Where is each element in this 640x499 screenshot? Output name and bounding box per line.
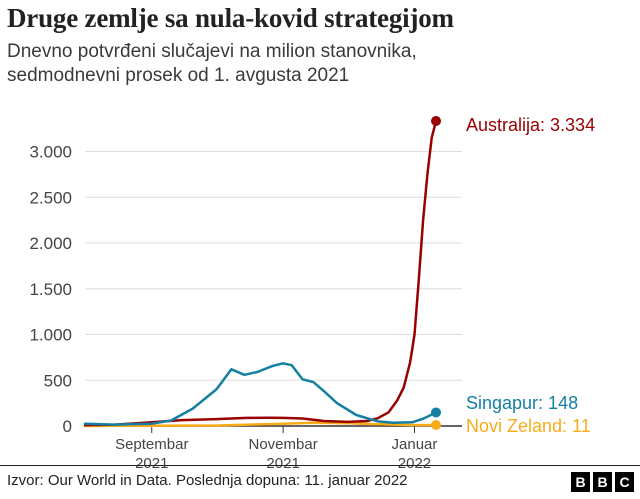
y-tick-label: 2.000	[29, 234, 72, 253]
logo-letter: C	[615, 472, 634, 492]
y-tick-label: 500	[44, 371, 72, 390]
x-tick-label: Novembar	[249, 436, 318, 453]
logo-letter: B	[593, 472, 612, 492]
chart-subtitle: Dnevno potvrđeni slučajevi na milion sta…	[7, 40, 567, 88]
series-line	[83, 119, 438, 427]
y-tick-label: 0	[63, 417, 72, 436]
y-tick-label: 2.500	[29, 188, 72, 207]
subtitle-line-2: sedmodnevni prosek od 1. avgusta 2021	[7, 65, 350, 86]
y-tick-label: 3.000	[29, 143, 72, 162]
footer-divider	[0, 465, 640, 466]
x-tick-label: 2021	[266, 455, 299, 472]
series-end-label: Singapur: 148	[466, 393, 578, 413]
x-tick-label: 2022	[398, 455, 431, 472]
series-end-point	[431, 407, 441, 418]
subtitle-line-1: Dnevno potvrđeni slučajevi na milion sta…	[7, 41, 417, 62]
series-end-point	[431, 116, 441, 126]
logo-letter: B	[571, 472, 590, 492]
series-line	[83, 362, 438, 426]
x-tick-label: 2021	[135, 455, 168, 472]
y-tick-label: 1.500	[29, 280, 72, 299]
source-note: Izvor: Our World in Data. Poslednja dopu…	[7, 472, 408, 489]
bbc-logo: B B C	[571, 472, 634, 492]
x-tick-label: Januar	[392, 436, 438, 453]
series-end-label: Novi Zeland: 11	[466, 416, 591, 436]
y-tick-label: 1.000	[29, 326, 72, 345]
series-end-point	[431, 419, 441, 430]
chart-title: Druge zemlje sa nula-kovid strategijom	[7, 3, 454, 33]
series-end-label: Australija: 3.334	[466, 115, 595, 135]
x-tick-label: Septembar	[115, 436, 188, 453]
series-line	[83, 421, 438, 428]
